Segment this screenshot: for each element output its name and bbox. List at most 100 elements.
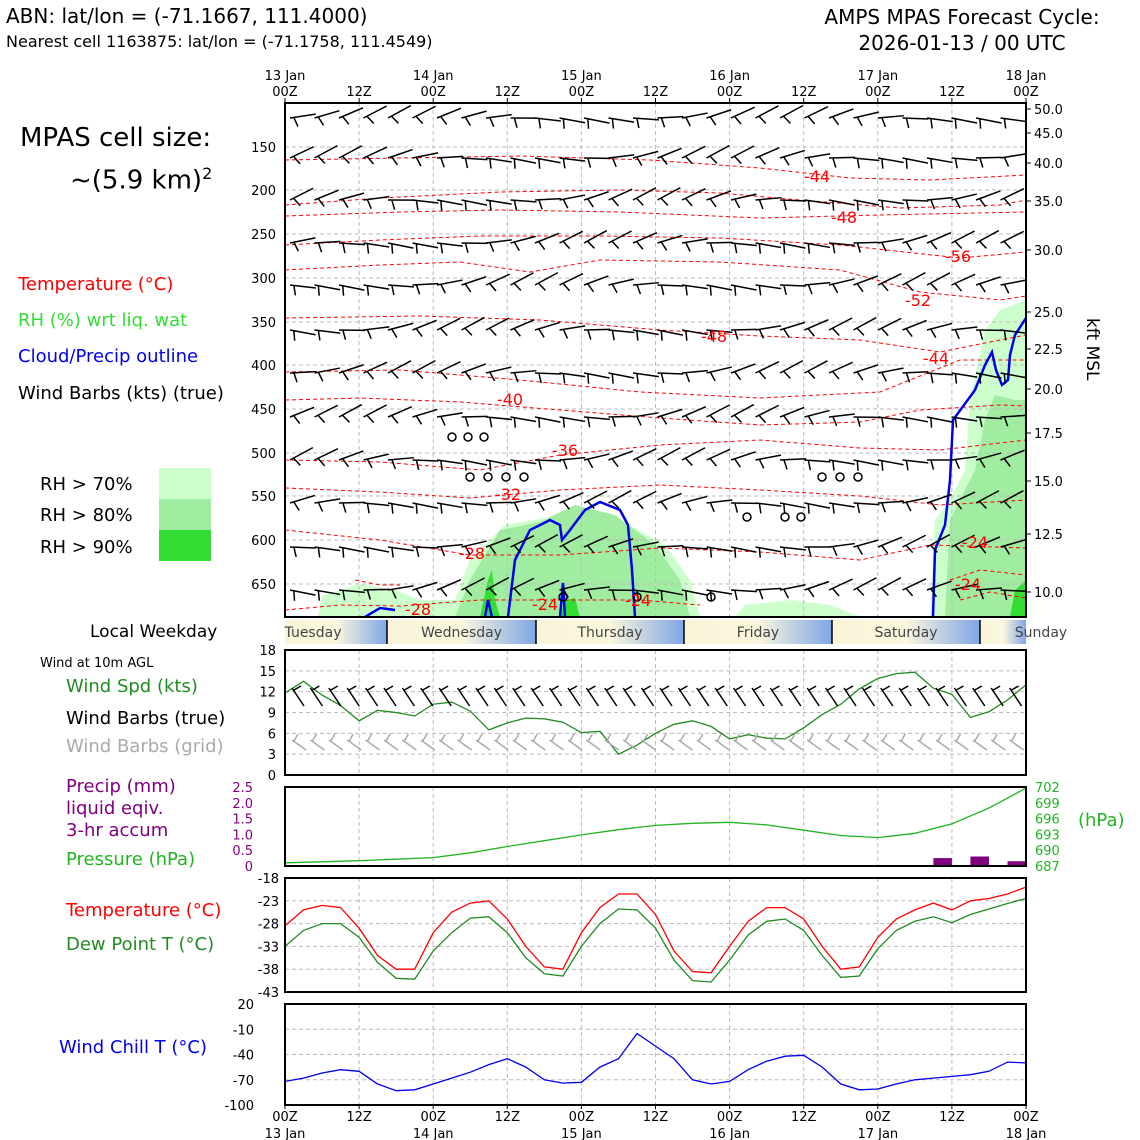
wind-barb: [1000, 490, 1024, 509]
weekday-label: Friday: [737, 625, 779, 641]
wind-10m-title: Wind at 10m AGL: [40, 656, 154, 671]
wind-barb: [559, 534, 583, 553]
wind-barb: [363, 453, 389, 469]
wind-barb: [681, 589, 708, 601]
wind-barb: [975, 452, 1002, 468]
wind-barb-grid: [677, 733, 693, 751]
wind-barb: [485, 501, 513, 513]
wind-barb: [975, 156, 1003, 168]
temperature-contour-label: -40: [497, 390, 523, 409]
wind-barb: [387, 502, 414, 514]
calm-wind-circle: [501, 472, 511, 482]
temp-panel-frame: [284, 877, 1027, 993]
temperature-contour-line: [354, 579, 400, 586]
wind-barb: [632, 541, 659, 556]
wind-barb: [363, 588, 390, 600]
wind-barb: [706, 329, 733, 341]
wind-barb: [804, 546, 831, 557]
temperature-contour-label: -32: [495, 485, 521, 504]
wind-barb: [363, 546, 390, 558]
wind-barb: [1000, 230, 1025, 250]
legend-dewpoint: Dew Point T (°C): [66, 934, 215, 955]
wind-barb: [902, 497, 929, 512]
cell-size-number: ~(5.9 km): [70, 165, 203, 196]
top-hour-label: 00Z: [272, 85, 298, 100]
wind-barb-true: [769, 685, 784, 707]
wind-barb: [951, 583, 978, 599]
calm-wind-circle: [463, 432, 473, 442]
wind-barb-grid: [383, 733, 399, 751]
bottom-date-label: 15 Jan: [561, 1127, 602, 1140]
wind-barb: [926, 580, 952, 598]
wind-barb: [534, 197, 562, 210]
wind-barb-grid: [733, 733, 749, 751]
wind-barb: [853, 577, 877, 596]
wind-barb: [412, 459, 439, 471]
wind-barb: [632, 589, 659, 601]
wind-barb: [706, 366, 732, 382]
wind-barb: [755, 587, 782, 600]
wind-barb: [583, 586, 610, 600]
wind-barb: [387, 284, 414, 296]
wind-barb: [510, 117, 537, 128]
wind-barb: [828, 413, 855, 427]
wind-barb: [975, 329, 1003, 340]
wind-barb: [828, 317, 853, 337]
wind-barb: [779, 199, 807, 211]
wind-barb: [387, 104, 412, 124]
rh70-area: [735, 600, 860, 617]
pressure-line: [284, 787, 1027, 864]
temperature-contour-label: -44: [804, 167, 830, 186]
cycle-line-1: AMPS MPAS Forecast Cycle:: [824, 5, 1100, 29]
kft-tick-label: 10.0: [1034, 586, 1063, 601]
wind-barb: [534, 321, 561, 338]
wind-barb: [902, 117, 929, 129]
temperature-contour-line: [285, 439, 1026, 471]
wind-barb: [975, 416, 1002, 428]
temperature-contour-line: [285, 359, 1026, 399]
pressure-tick-label: 200: [251, 184, 276, 199]
bottom-hour-label: 00Z: [717, 1110, 743, 1125]
wind-barb: [461, 363, 487, 381]
precip-bar: [933, 858, 952, 866]
weekday-cell: [285, 620, 387, 644]
wind-barb: [730, 284, 757, 296]
legend-wind-speed: Wind Spd (kts): [66, 676, 198, 697]
wind-barb: [706, 284, 733, 296]
bottom-hour-label: 12Z: [346, 1110, 372, 1125]
wind-barb: [706, 241, 733, 253]
wind-barb: [510, 369, 537, 383]
wind-barb: [681, 238, 708, 252]
wind-barb: [632, 281, 659, 295]
wind-barb-true: [493, 685, 508, 707]
precip-ytick-label: 1.0: [232, 828, 253, 843]
wind-barb-grid: [604, 733, 620, 751]
wind-barb-grid: [309, 733, 325, 751]
wind-barb: [314, 498, 341, 512]
bottom-hour-label: 00Z: [569, 1110, 595, 1125]
wind-barb-true: [383, 685, 397, 707]
legend-wind-barbs-true: Wind Barbs (true): [66, 708, 226, 729]
wind-barb: [951, 534, 975, 554]
wind-barb: [828, 156, 856, 168]
bottom-date-label: 16 Jan: [709, 1127, 750, 1140]
temperature-contour-line: [285, 209, 1026, 219]
wind-barb: [412, 546, 439, 558]
wind-barb: [902, 416, 929, 428]
wind-barb: [363, 404, 387, 424]
wind-barb-true: [622, 685, 636, 707]
wind-barb: [436, 155, 463, 168]
wind-barb-grid: [457, 733, 473, 751]
wind-barb-true: [935, 685, 949, 707]
calm-wind-circle: [853, 472, 863, 482]
precip-bar: [970, 856, 989, 866]
top-hour-label: 12Z: [643, 85, 669, 100]
wind-barb-grid: [401, 733, 417, 751]
calm-wind-circle: [835, 472, 845, 482]
wind-barb: [1000, 329, 1026, 341]
top-hour-label: 00Z: [717, 85, 743, 100]
temp-ytick-label: -28: [258, 918, 279, 933]
legend-temp: Temperature (°C): [66, 900, 222, 921]
wind-barb: [926, 372, 953, 384]
wind-barb: [559, 230, 584, 250]
